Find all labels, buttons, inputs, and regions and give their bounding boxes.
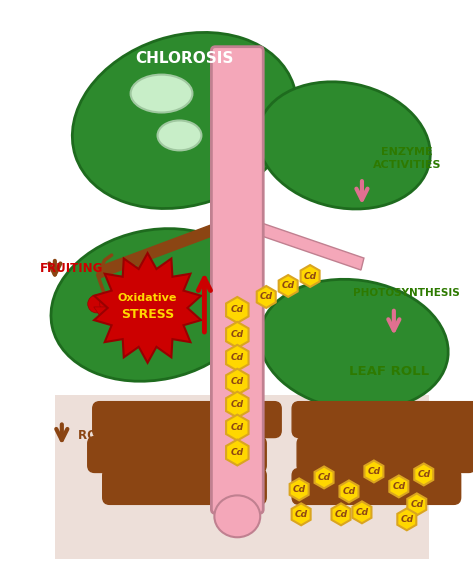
Polygon shape [365,460,383,483]
Polygon shape [226,345,248,371]
Circle shape [88,295,106,313]
Text: Cd: Cd [400,515,413,524]
Text: ENZYME
ACTIVITIES: ENZYME ACTIVITIES [373,147,441,170]
FancyBboxPatch shape [88,437,266,472]
Polygon shape [118,306,137,319]
Polygon shape [397,508,416,531]
Text: Cd: Cd [335,510,347,519]
Text: CHLOROSIS: CHLOROSIS [135,51,234,66]
Text: Oxidative: Oxidative [118,293,177,303]
Polygon shape [315,467,334,488]
Polygon shape [226,440,248,466]
Ellipse shape [214,496,260,537]
Polygon shape [257,286,276,308]
Circle shape [113,294,131,312]
Text: Cd: Cd [392,482,405,491]
Polygon shape [353,501,372,523]
Polygon shape [226,322,248,348]
Text: Cd: Cd [367,467,381,476]
Text: Cd: Cd [318,473,331,482]
Polygon shape [407,493,426,515]
Polygon shape [331,503,350,525]
Text: ROOT GROWTH: ROOT GROWTH [78,429,179,442]
Text: Cd: Cd [231,448,244,457]
Text: Cd: Cd [260,293,273,302]
FancyBboxPatch shape [297,437,474,472]
Bar [55,395,429,559]
Text: STRESS: STRESS [121,308,174,321]
FancyBboxPatch shape [103,468,266,505]
Polygon shape [256,222,364,270]
Ellipse shape [131,75,192,112]
Polygon shape [414,463,433,485]
Text: Cd: Cd [282,281,295,290]
Polygon shape [292,503,310,525]
Text: Cd: Cd [294,510,308,519]
Ellipse shape [51,229,258,381]
Polygon shape [279,275,298,297]
Circle shape [100,295,118,313]
Ellipse shape [73,32,297,208]
Text: Cd: Cd [342,487,356,496]
Text: PHOTOSYNTHESIS: PHOTOSYNTHESIS [354,288,460,298]
Text: Cd: Cd [410,500,423,509]
Polygon shape [226,369,248,395]
Text: Cd: Cd [231,331,244,340]
Ellipse shape [260,279,448,410]
Polygon shape [301,265,319,287]
Text: Cd: Cd [356,508,368,517]
Polygon shape [389,475,408,497]
Polygon shape [339,480,358,502]
Ellipse shape [258,82,430,209]
Text: Cd: Cd [292,485,306,494]
FancyBboxPatch shape [93,402,281,437]
Polygon shape [226,415,248,441]
FancyBboxPatch shape [211,47,263,514]
Polygon shape [94,307,112,320]
Text: FRUITING: FRUITING [40,262,103,275]
Text: Cd: Cd [417,470,430,479]
Text: Cd: Cd [231,306,244,314]
Text: Cd: Cd [231,377,244,386]
Polygon shape [94,253,201,363]
FancyBboxPatch shape [292,402,474,437]
Circle shape [125,294,143,312]
Text: Cd: Cd [231,353,244,362]
Text: Cd: Cd [303,272,317,280]
Polygon shape [290,479,309,501]
Polygon shape [226,392,248,418]
FancyBboxPatch shape [292,468,461,505]
Text: Cd: Cd [231,423,244,432]
Text: LEAF ROLL: LEAF ROLL [349,365,429,378]
Text: Cd: Cd [231,400,244,409]
Ellipse shape [157,120,201,150]
Polygon shape [96,225,214,278]
Polygon shape [226,297,248,323]
